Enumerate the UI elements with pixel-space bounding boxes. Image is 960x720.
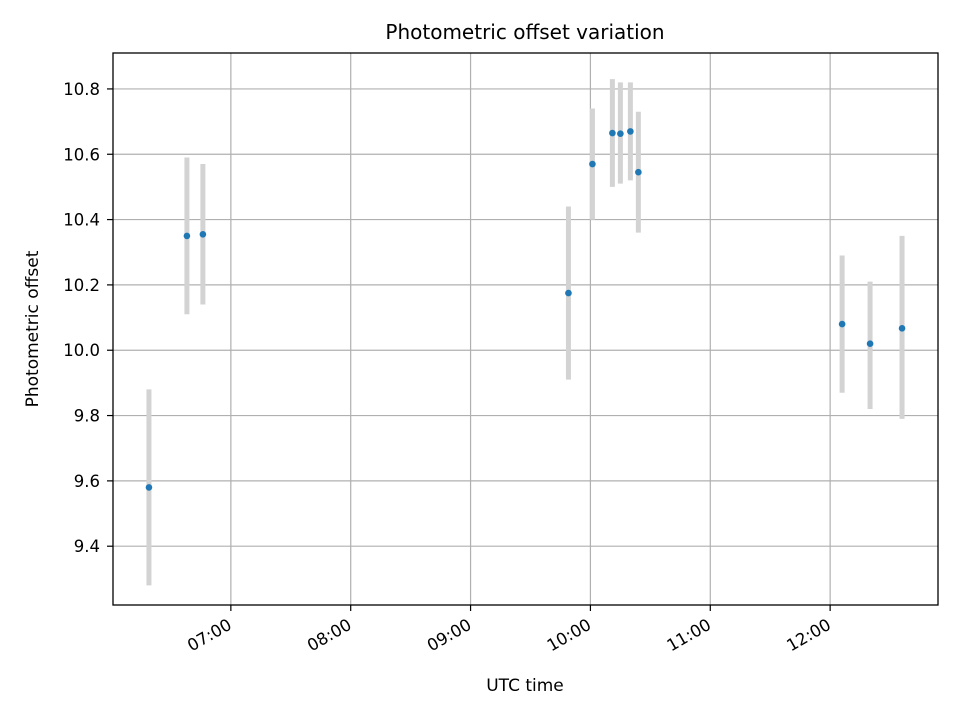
plot-frame (112, 52, 939, 606)
data-point (617, 130, 624, 137)
grid (113, 53, 938, 605)
data-point (199, 230, 207, 238)
x-tick-label: 11:00 (664, 615, 715, 655)
x-tick-label: 08:00 (304, 615, 355, 655)
y-tick-label: 10.2 (63, 276, 100, 295)
data-point (838, 320, 846, 328)
x-tick-label: 10:00 (544, 615, 595, 655)
data-point (866, 340, 874, 347)
data-point (589, 160, 596, 168)
data-point (609, 129, 616, 137)
data-points (145, 128, 906, 491)
x-axis-ticks: 07:00 08:00 09:00 10:00 11:00 12:00 (184, 605, 834, 655)
data-point (635, 168, 642, 176)
y-tick-label: 10.8 (63, 80, 100, 99)
x-tick-label: 09:00 (424, 615, 475, 655)
y-tick-label: 10.0 (63, 341, 100, 360)
error-bars (146, 79, 905, 586)
y-tick-label: 10.4 (63, 211, 100, 230)
y-axis-label: Photometric offset (23, 250, 43, 407)
y-tick-label: 9.4 (74, 537, 100, 556)
data-point (145, 484, 153, 491)
data-point (898, 325, 906, 332)
y-tick-label: 9.6 (74, 472, 100, 491)
y-tick-label: 9.8 (74, 407, 100, 426)
y-axis-ticks: 9.4 9.6 9.8 10.0 10.2 10.4 10.6 10.8 (63, 80, 113, 556)
data-point (183, 232, 191, 240)
x-tick-label: 12:00 (783, 615, 834, 655)
data-point (565, 289, 572, 297)
x-tick-label: 07:00 (184, 615, 235, 655)
chart-title: Photometric offset variation (385, 20, 664, 44)
y-tick-label: 10.6 (63, 145, 100, 164)
x-axis-label: UTC time (486, 676, 564, 696)
data-point (627, 128, 634, 135)
